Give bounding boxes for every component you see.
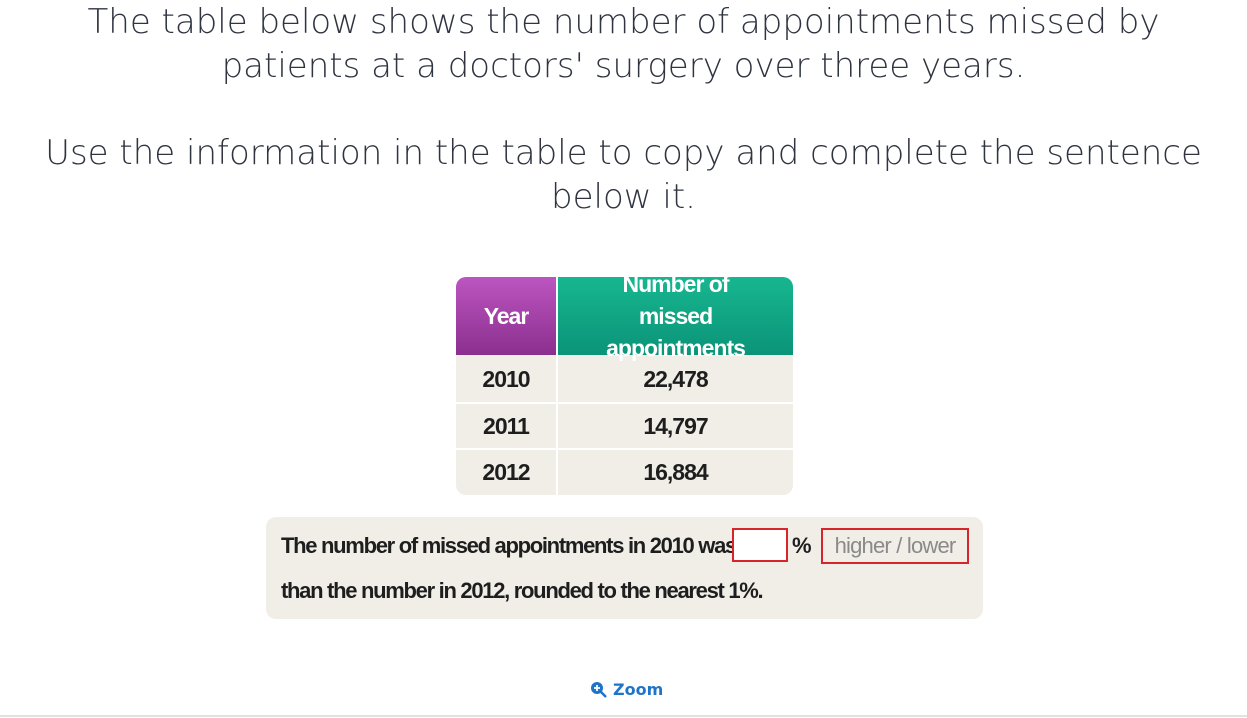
header-missed: Number of missed appointments <box>558 277 793 361</box>
column-divider <box>556 277 558 495</box>
instruction-text: Use the information in the table to copy… <box>45 133 1202 217</box>
sentence-end: than the number in 2012, rounded to the … <box>281 578 764 603</box>
year-cell: 2012 <box>482 459 530 485</box>
row-divider <box>456 402 793 404</box>
zoom-icon <box>591 681 607 698</box>
zoom-label: Zoom <box>613 679 664 699</box>
percent-sign: % <box>792 533 812 558</box>
data-table: Year Number of missed appointments 2010 … <box>456 277 793 495</box>
count-cell: 16,884 <box>643 459 708 485</box>
answer-input[interactable] <box>732 528 788 562</box>
count-cell: 22,478 <box>643 366 708 392</box>
zoom-button[interactable]: Zoom <box>590 678 663 700</box>
row-divider <box>456 448 793 450</box>
sentence-box: The number of missed appointments in 201… <box>266 517 983 619</box>
header-year: Year <box>456 277 556 355</box>
bottom-border <box>0 715 1247 717</box>
choice-toggle[interactable]: higher / lower <box>821 528 969 564</box>
year-cell: 2010 <box>482 366 530 392</box>
question-text: The table below shows the number of appo… <box>87 2 1160 86</box>
count-cell: 14,797 <box>643 412 708 439</box>
sentence-start: The number of missed appointments in 201… <box>281 533 737 558</box>
year-cell: 2011 <box>483 412 530 439</box>
